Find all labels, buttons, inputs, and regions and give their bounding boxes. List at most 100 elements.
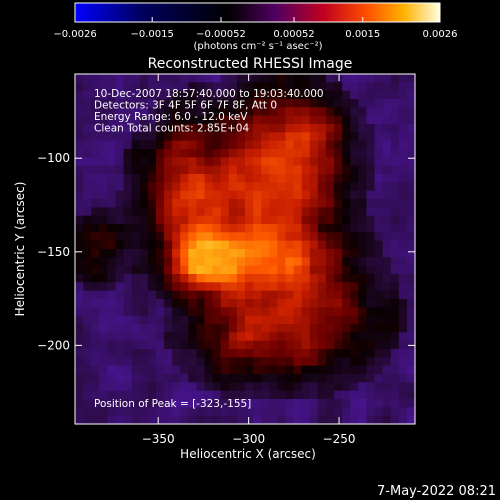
heatmap-cell xyxy=(374,382,384,392)
heatmap-cell xyxy=(107,390,117,400)
heatmap-cell xyxy=(277,115,287,125)
heatmap-cell xyxy=(155,199,165,208)
heatmap-cell xyxy=(309,115,319,125)
heatmap-cell xyxy=(131,274,141,283)
heatmap-cell xyxy=(115,407,125,417)
heatmap-cell xyxy=(325,215,335,225)
heatmap-cell xyxy=(406,149,415,158)
heatmap-cell xyxy=(285,157,295,167)
heatmap-cell xyxy=(269,249,278,258)
heatmap-cell xyxy=(342,207,351,217)
heatmap-cell xyxy=(366,399,376,408)
heatmap-cell xyxy=(269,357,278,367)
heatmap-cell xyxy=(172,249,181,258)
heatmap-cell xyxy=(285,399,295,408)
heatmap-cell xyxy=(317,249,327,258)
heatmap-cell xyxy=(382,249,392,258)
heatmap-cell xyxy=(228,290,238,300)
heatmap-cell xyxy=(342,357,351,367)
heatmap-cell xyxy=(212,274,222,283)
heatmap-cell xyxy=(317,307,327,317)
heatmap-cell xyxy=(398,315,408,325)
heatmap-cell xyxy=(398,124,408,133)
heatmap-cell xyxy=(236,224,246,233)
heatmap-cell xyxy=(269,349,278,358)
heatmap-cell xyxy=(123,332,133,342)
heatmap-cell xyxy=(164,99,173,108)
colorbar xyxy=(74,2,441,23)
heatmap-cell xyxy=(155,249,165,258)
heatmap-cell xyxy=(91,74,100,83)
heatmap-cell xyxy=(83,107,92,117)
heatmap-cell xyxy=(261,332,270,342)
heatmap-cell xyxy=(309,282,319,292)
heatmap-cell xyxy=(350,207,359,217)
heatmap-cell xyxy=(204,174,214,183)
heatmap-cell xyxy=(139,149,149,158)
heatmap-cell xyxy=(334,249,343,258)
heatmap-cell xyxy=(83,340,92,350)
heatmap-cell xyxy=(277,374,287,383)
heatmap-cell xyxy=(228,99,238,108)
heatmap-cell xyxy=(75,174,84,183)
heatmap-cell xyxy=(325,182,335,192)
heatmap-cell xyxy=(83,257,92,267)
heatmap-cell xyxy=(180,149,189,158)
heatmap-cell xyxy=(398,99,408,108)
heatmap-cell xyxy=(374,157,384,167)
heatmap-cell xyxy=(172,165,181,175)
heatmap-cell xyxy=(188,349,198,358)
heatmap-cell xyxy=(406,324,415,333)
heatmap-cell xyxy=(123,307,133,317)
heatmap-cell xyxy=(212,357,222,367)
heatmap-cell xyxy=(131,182,141,192)
heatmap-cell xyxy=(147,99,157,108)
heatmap-cell xyxy=(155,157,165,167)
heatmap-cell xyxy=(342,107,351,117)
heatmap-cell xyxy=(83,365,92,375)
heatmap-cell xyxy=(325,274,335,283)
heatmap-cell xyxy=(236,115,246,125)
heatmap-cell xyxy=(147,315,157,325)
heatmap-cell xyxy=(107,74,117,83)
heatmap-cell xyxy=(309,182,319,192)
heatmap-cell xyxy=(358,282,368,292)
heatmap-cell xyxy=(293,215,303,225)
heatmap-cell xyxy=(115,199,125,208)
heatmap-cell xyxy=(293,332,303,342)
heatmap-cell xyxy=(245,324,254,333)
heatmap-cell xyxy=(220,115,230,125)
heatmap-cell xyxy=(382,407,392,417)
heatmap-cell xyxy=(75,140,84,150)
heatmap-cell xyxy=(196,282,206,292)
heatmap-cell xyxy=(269,315,278,325)
heatmap-cell xyxy=(261,157,270,167)
heatmap-cell xyxy=(155,132,165,142)
heatmap-cell xyxy=(196,390,206,400)
heatmap-cell xyxy=(107,157,117,167)
heatmap-cell xyxy=(196,324,206,333)
heatmap-cell xyxy=(107,249,117,258)
heatmap-cell xyxy=(293,365,303,375)
heatmap-cell xyxy=(285,149,295,158)
heatmap-cell xyxy=(164,415,173,424)
heatmap-cell xyxy=(83,190,92,200)
heatmap-cell xyxy=(406,349,415,358)
heatmap-cell xyxy=(406,299,415,308)
heatmap-cell xyxy=(398,90,408,100)
heatmap-cell xyxy=(269,115,278,125)
heatmap-cell xyxy=(196,315,206,325)
heatmap-cell xyxy=(406,99,415,108)
heatmap-cell xyxy=(342,307,351,317)
heatmap-cell xyxy=(107,82,117,92)
heatmap-cell xyxy=(188,182,198,192)
heatmap-cell xyxy=(390,324,400,333)
heatmap-cell xyxy=(277,299,287,308)
heatmap-cell xyxy=(188,107,198,117)
heatmap-cell xyxy=(172,382,181,392)
heatmap-cell xyxy=(147,190,157,200)
heatmap-cell xyxy=(366,99,376,108)
heatmap-cell xyxy=(188,174,198,183)
heatmap-cell xyxy=(325,249,335,258)
heatmap-cell xyxy=(406,232,415,242)
